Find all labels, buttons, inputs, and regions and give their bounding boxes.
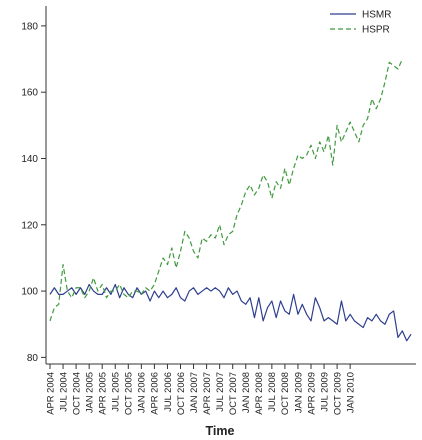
y-tick-label: 80 [27,353,39,364]
x-tick-label: APR 2006 [149,372,160,415]
y-tick-label: 100 [21,287,38,298]
y-tick-label: 160 [21,88,38,99]
x-tick-label: JUL 2004 [57,372,68,412]
x-tick-label: JUL 2007 [214,372,225,412]
y-tick-label: 140 [21,154,38,165]
x-tick-label: JUL 2006 [162,372,173,412]
x-tick-label: JAN 2009 [292,372,303,413]
series-lines-group [49,58,412,342]
x-tick-label: OCT 2005 [123,372,134,415]
legend-label-hsmr: HSMR [362,10,391,21]
x-ticks-group: APR 2004 JUL 2004 OCT 2004 JAN 2005 APR 2005… [44,364,355,415]
x-tick-label: OCT 2004 [70,372,81,415]
axes-group [45,6,416,365]
series-line-hspr [49,58,403,322]
x-tick-label: JAN 2008 [240,372,251,413]
x-tick-label: JAN 2005 [83,372,94,413]
x-tick-label: JAN 2007 [188,372,199,413]
x-axis-title: Time [206,424,235,438]
x-tick-label: APR 2008 [253,372,264,415]
x-tick-label: JUL 2008 [266,372,277,412]
x-tick-label: APR 2007 [201,372,212,415]
y-tick-label: 180 [21,21,38,32]
x-tick-label: JAN 2010 [344,372,355,413]
x-tick-label: APR 2004 [44,372,55,415]
x-tick-label: JUL 2005 [110,372,121,412]
y-ticks-group: 80 100 120 140 160 180 [21,21,46,364]
legend-label-hspr: HSPR [362,25,390,36]
x-tick-label: OCT 2006 [175,372,186,415]
x-tick-label: OCT 2008 [279,372,290,415]
x-tick-label: JUL 2009 [318,372,329,412]
x-tick-label: APR 2005 [97,372,108,415]
x-tick-label: OCT 2007 [227,372,238,415]
x-tick-label: JAN 2006 [136,372,147,413]
x-tick-label: OCT 2009 [331,372,342,415]
legend: HSMR HSPR [330,10,391,36]
series-line-hsmr [49,283,412,342]
x-tick-label: APR 2009 [305,372,316,415]
y-tick-label: 120 [21,220,38,231]
